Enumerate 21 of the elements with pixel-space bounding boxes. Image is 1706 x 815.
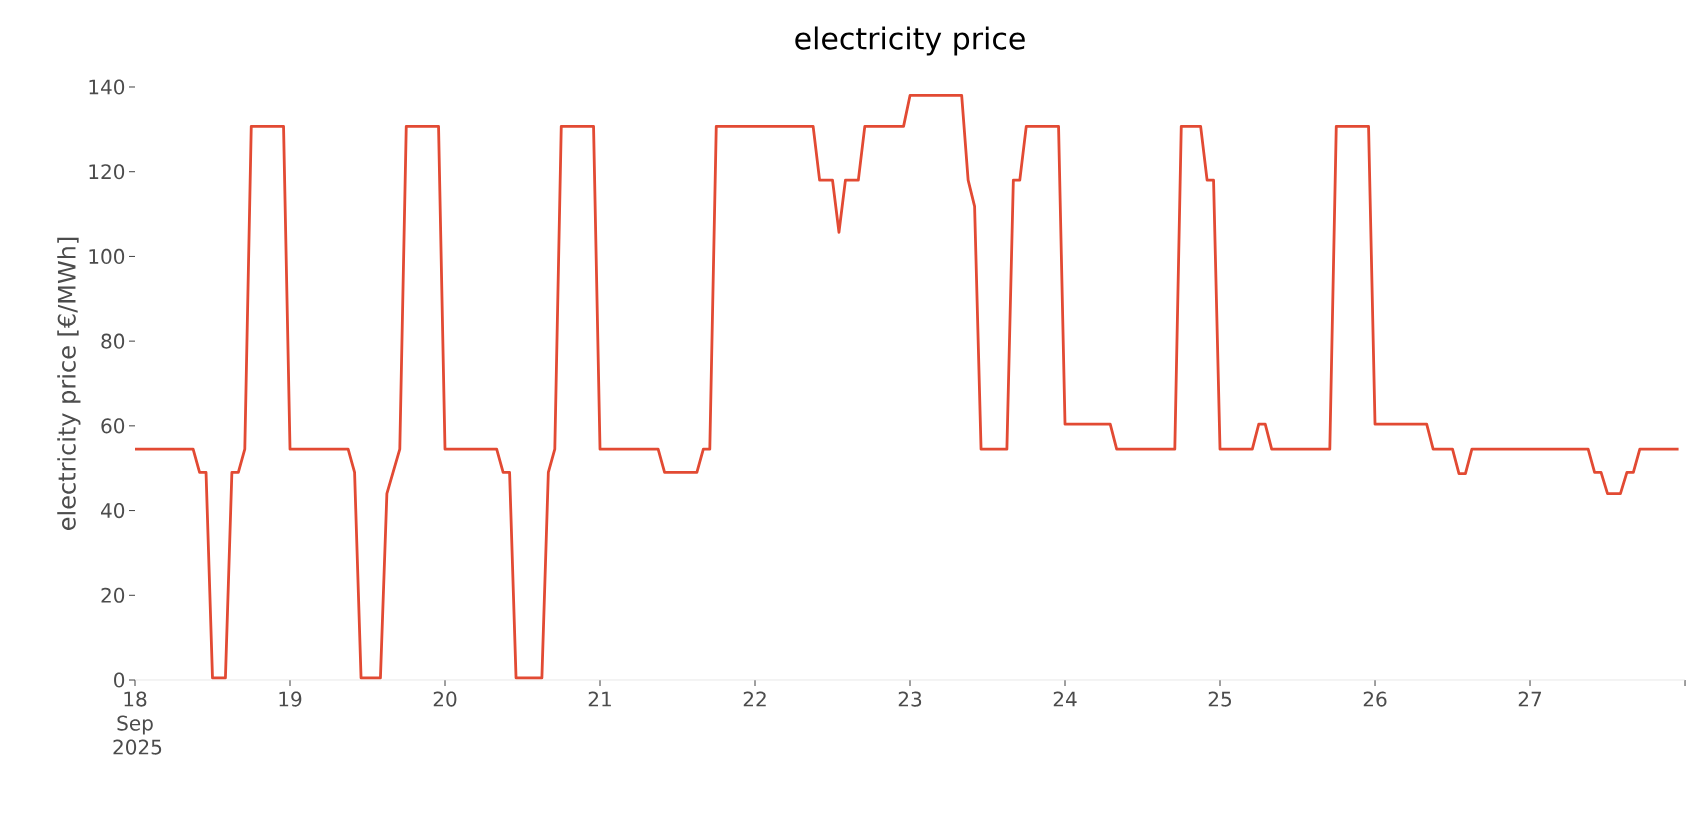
y-tick-label: 40	[101, 503, 125, 519]
y-tick-label: 20	[101, 587, 125, 603]
x-tick-label: 19	[279, 691, 302, 707]
y-tick-label: 80	[101, 333, 125, 349]
y-tick-label: 100	[89, 248, 125, 264]
x-tick-label: 18 Sep 2025	[113, 691, 162, 755]
x-tick-label: 21	[588, 691, 611, 707]
x-tick-label: 22	[743, 691, 766, 707]
x-tick-label: 23	[898, 691, 922, 707]
line-series	[133, 94, 1680, 680]
x-tick-label: 20	[433, 691, 457, 707]
y-tick-label: 60	[101, 418, 125, 434]
y-axis-title: electricity price [€/MWh]	[57, 237, 81, 530]
y-tick-label: 120	[89, 164, 125, 180]
y-tick-label: 0	[114, 672, 125, 688]
chart-title: electricity price	[795, 26, 1025, 56]
x-tick-label: 24	[1053, 691, 1077, 707]
x-tick-label: 26	[1363, 691, 1387, 707]
x-tick-label: 25	[1208, 691, 1231, 707]
x-tick-label: 27	[1518, 691, 1542, 707]
y-tick-label: 140	[89, 79, 125, 95]
